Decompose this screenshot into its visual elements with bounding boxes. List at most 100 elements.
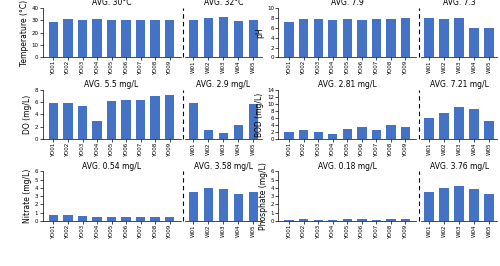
- Bar: [92, 217, 102, 221]
- Y-axis label: Nitrate (mg/L): Nitrate (mg/L): [23, 169, 32, 223]
- Bar: [122, 100, 131, 139]
- Bar: [78, 216, 88, 221]
- Bar: [150, 218, 160, 221]
- Bar: [204, 188, 214, 221]
- Bar: [92, 120, 102, 139]
- Bar: [342, 19, 352, 57]
- Bar: [150, 96, 160, 139]
- Bar: [439, 19, 449, 57]
- Text: AVG. 0.18 mg/L: AVG. 0.18 mg/L: [318, 162, 376, 171]
- Bar: [357, 20, 366, 57]
- Bar: [328, 220, 338, 221]
- Text: AVG. 7.21 mg/L: AVG. 7.21 mg/L: [430, 80, 488, 89]
- Text: AVG. 3.76 mg/L: AVG. 3.76 mg/L: [430, 162, 488, 171]
- Text: AVG. 2.9 mg/L: AVG. 2.9 mg/L: [196, 80, 250, 89]
- Bar: [234, 194, 243, 221]
- Bar: [122, 218, 131, 221]
- Bar: [328, 20, 338, 57]
- Text: AVG. 7.3: AVG. 7.3: [442, 0, 476, 7]
- Bar: [165, 218, 174, 221]
- Bar: [49, 215, 58, 221]
- Bar: [64, 103, 72, 139]
- Bar: [342, 128, 352, 139]
- Bar: [64, 19, 72, 57]
- Bar: [314, 132, 323, 139]
- Bar: [400, 127, 410, 139]
- Text: AVG. 32°C: AVG. 32°C: [204, 0, 243, 7]
- Bar: [136, 218, 145, 221]
- Bar: [92, 19, 102, 57]
- Bar: [454, 186, 464, 221]
- Bar: [342, 219, 352, 221]
- Bar: [248, 20, 258, 57]
- Bar: [372, 219, 381, 221]
- Bar: [484, 122, 494, 139]
- Bar: [328, 134, 338, 139]
- Bar: [136, 20, 145, 57]
- Text: AVG. 30°C: AVG. 30°C: [92, 0, 132, 7]
- Bar: [314, 19, 323, 57]
- Bar: [357, 127, 366, 139]
- Bar: [386, 219, 396, 221]
- Bar: [386, 125, 396, 139]
- Bar: [400, 219, 410, 221]
- Bar: [234, 21, 243, 57]
- Text: AVG. 3.58 mg/L: AVG. 3.58 mg/L: [194, 162, 253, 171]
- Text: AVG. 5.5 mg/L: AVG. 5.5 mg/L: [84, 80, 138, 89]
- Bar: [299, 219, 308, 221]
- Bar: [299, 19, 308, 57]
- Y-axis label: pH: pH: [256, 27, 264, 38]
- Bar: [314, 219, 323, 221]
- Bar: [218, 189, 228, 221]
- Bar: [357, 219, 366, 221]
- Bar: [484, 194, 494, 221]
- Bar: [49, 22, 58, 57]
- Bar: [218, 17, 228, 57]
- Bar: [454, 107, 464, 139]
- Bar: [234, 125, 243, 139]
- Bar: [470, 28, 479, 57]
- Bar: [107, 217, 117, 221]
- Bar: [386, 19, 396, 57]
- Bar: [299, 130, 308, 139]
- Bar: [372, 130, 381, 139]
- Bar: [248, 192, 258, 221]
- Bar: [284, 219, 294, 221]
- Bar: [78, 20, 88, 57]
- Bar: [400, 18, 410, 57]
- Bar: [454, 18, 464, 57]
- Bar: [204, 19, 214, 57]
- Bar: [424, 192, 434, 221]
- Bar: [439, 113, 449, 139]
- Bar: [49, 103, 58, 139]
- Bar: [424, 118, 434, 139]
- Text: AVG. 7.9: AVG. 7.9: [331, 0, 364, 7]
- Text: AVG. 2.81 mg/L: AVG. 2.81 mg/L: [318, 80, 376, 89]
- Y-axis label: Temperature (°C): Temperature (°C): [20, 0, 28, 66]
- Bar: [284, 22, 294, 57]
- Bar: [218, 133, 228, 139]
- Bar: [107, 20, 117, 57]
- Bar: [439, 188, 449, 221]
- Y-axis label: Phosphate (mg/L): Phosphate (mg/L): [259, 162, 268, 230]
- Bar: [150, 20, 160, 57]
- Bar: [424, 18, 434, 57]
- Bar: [188, 20, 198, 57]
- Bar: [470, 189, 479, 221]
- Bar: [470, 109, 479, 139]
- Text: AVG. 0.54 mg/L: AVG. 0.54 mg/L: [82, 162, 141, 171]
- Bar: [188, 103, 198, 139]
- Bar: [165, 95, 174, 139]
- Bar: [284, 132, 294, 139]
- Bar: [165, 20, 174, 57]
- Bar: [372, 19, 381, 57]
- Y-axis label: DO (mg/L): DO (mg/L): [23, 95, 32, 134]
- Bar: [122, 20, 131, 57]
- Bar: [136, 99, 145, 139]
- Bar: [78, 106, 88, 139]
- Bar: [188, 192, 198, 221]
- Bar: [107, 101, 117, 139]
- Bar: [484, 28, 494, 57]
- Bar: [204, 130, 214, 139]
- Bar: [64, 215, 72, 221]
